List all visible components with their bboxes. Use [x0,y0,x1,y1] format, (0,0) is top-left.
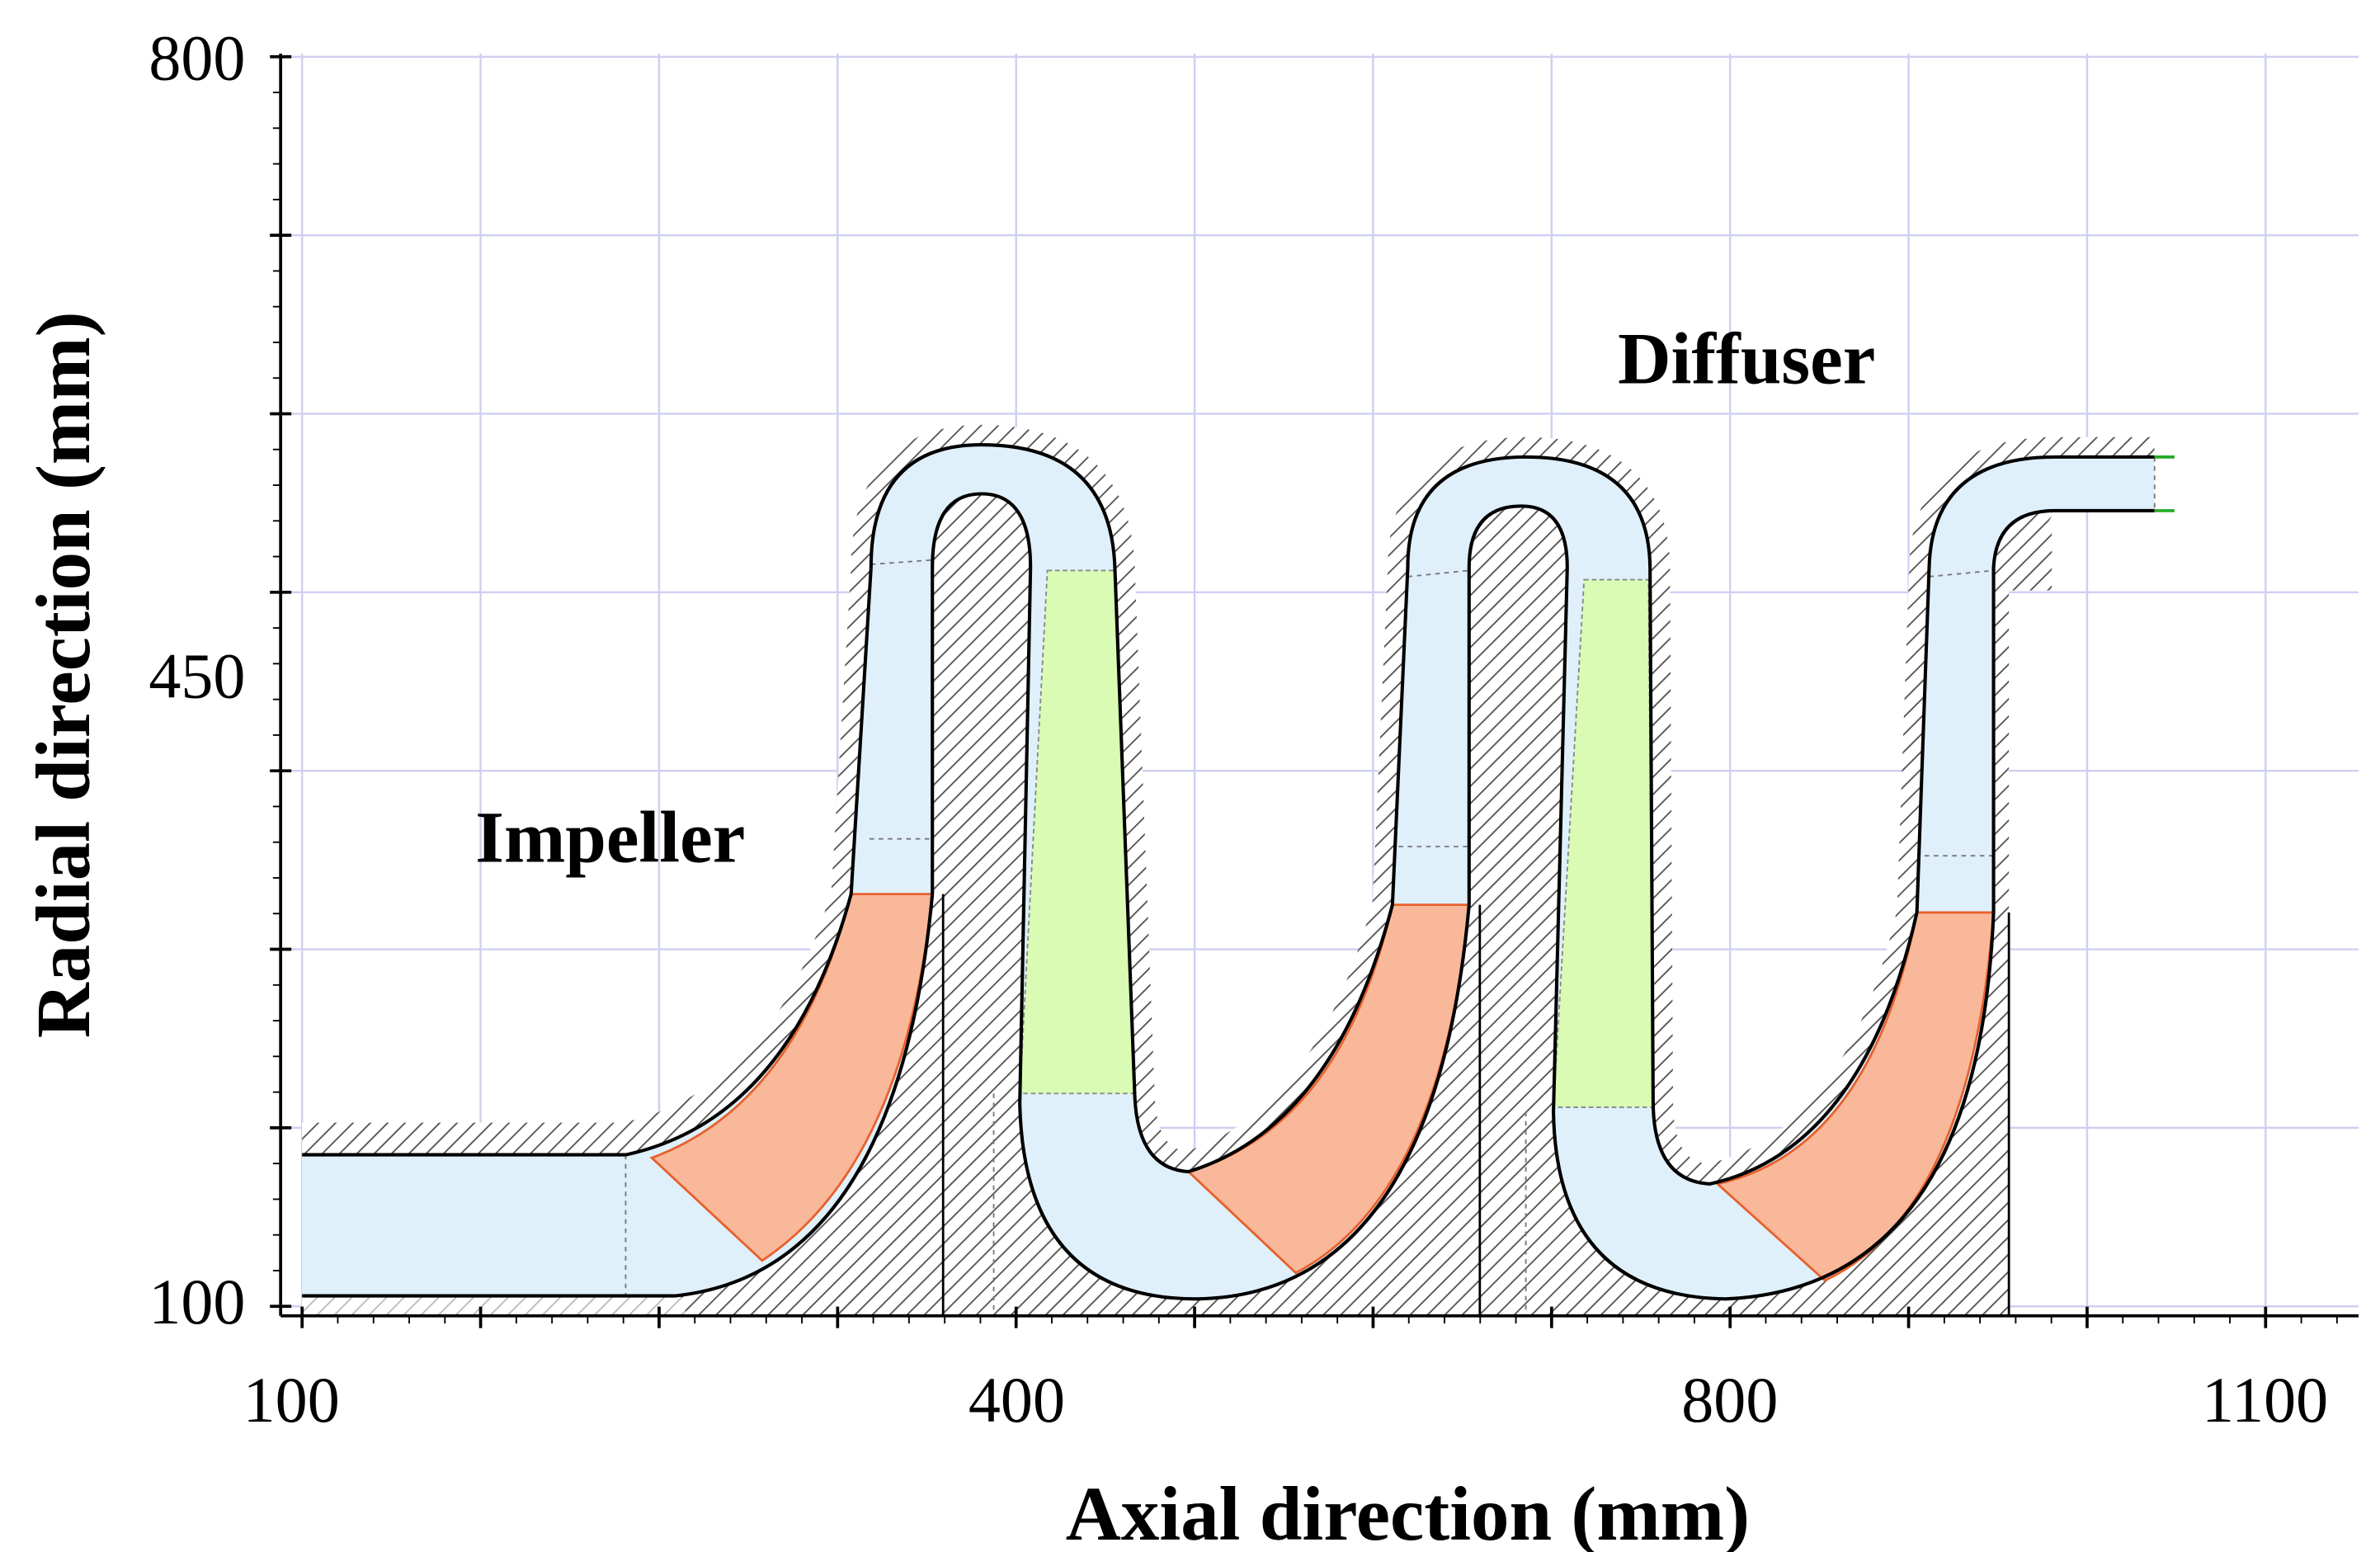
hub-line [302,492,2155,1301]
annotation: Impeller [475,797,745,879]
ticks [270,54,2338,1328]
station-lines [624,456,2156,1316]
y-axis-title: Radial direction (mm) [21,311,106,1038]
outlines [302,442,2155,1316]
x-tick-label: 100 [243,1364,340,1436]
axes [279,54,2359,1318]
shroud-line [302,442,2155,1186]
outlet-marks [2154,455,2175,512]
y-tick-label: 800 [148,22,245,94]
annotation: Diffuser [1618,318,1875,400]
x-tick-label: 1100 [2202,1364,2328,1436]
solid-edges [941,894,2010,1316]
y-tick-label: 450 [148,640,245,712]
inlet-gap [302,1297,686,1316]
impellers [649,893,1996,1282]
y-tick-label: 100 [148,1266,245,1337]
x-axis-title: Axial direction (mm) [1066,1472,1750,1552]
diffusers [1019,569,1654,1108]
grid [280,54,2359,1316]
x-tick-label: 800 [1681,1364,1778,1436]
x-tick-label: 400 [968,1364,1065,1436]
